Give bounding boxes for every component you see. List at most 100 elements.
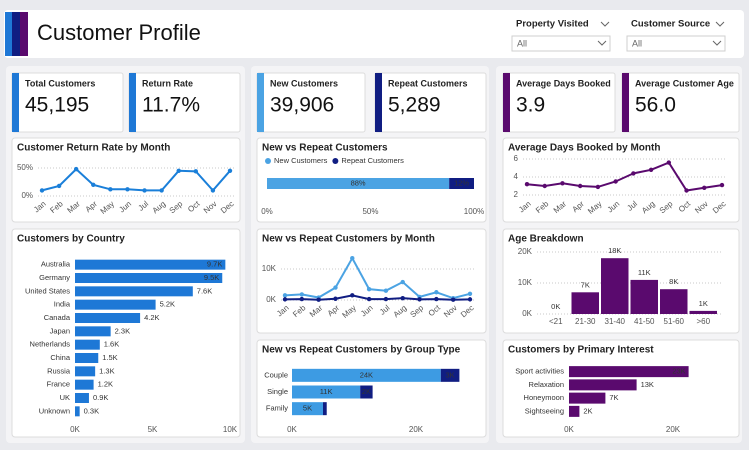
value-label: 0.9K <box>93 393 108 402</box>
chart-title: New vs Repeat Customers by Group Type <box>262 345 461 356</box>
line-point <box>719 182 725 188</box>
x-tick-label: 41-50 <box>634 317 655 326</box>
line-point <box>91 182 96 187</box>
kpi-value: 5,289 <box>388 94 441 117</box>
legend-label: Repeat Customers <box>341 156 404 165</box>
category-label: Sport activities <box>515 367 564 376</box>
bar <box>75 379 94 390</box>
value-label: 2K <box>583 406 592 415</box>
x-tick-label: <21 <box>549 317 563 326</box>
category-label: Relaxation <box>529 380 564 389</box>
value-label: 7.6K <box>197 286 212 295</box>
x-tick-label: 20K <box>409 425 424 434</box>
bar-segment <box>267 178 450 189</box>
x-tick-label: 5K <box>148 425 158 434</box>
bar <box>569 379 637 391</box>
line-point <box>417 297 422 302</box>
line-point <box>595 184 601 190</box>
line-point <box>366 286 372 292</box>
line-point <box>176 168 181 173</box>
line <box>284 294 471 301</box>
bar-segment <box>323 402 327 416</box>
value-label: 1.5K <box>102 353 117 362</box>
value-label: 7K <box>581 280 590 289</box>
bar <box>75 406 80 417</box>
value-label: 4.2K <box>144 313 159 322</box>
chart-title: Customer Return Rate by Month <box>17 143 170 154</box>
value-label: 1.2K <box>98 380 113 389</box>
chart-panel <box>11 137 241 223</box>
header-stripe <box>12 12 20 56</box>
bar <box>75 313 141 323</box>
category-label: United States <box>25 286 70 295</box>
bar <box>75 299 156 310</box>
x-tick-label: 20K <box>666 425 681 434</box>
value-label: 8K <box>669 277 678 286</box>
category-label: Netherlands <box>30 340 71 349</box>
line-point <box>282 297 288 302</box>
bar <box>571 292 599 314</box>
kpi-label: Repeat Customers <box>388 78 468 88</box>
line <box>284 256 471 300</box>
x-tick-label: >60 <box>696 317 710 326</box>
value-label: 12% <box>454 178 469 187</box>
bar <box>75 286 193 297</box>
x-tick-label: 0K <box>70 425 80 434</box>
bar-segment <box>292 385 361 399</box>
line-point <box>684 188 689 193</box>
y-tick-label: 0K <box>266 295 276 304</box>
y-tick-label: 20K <box>518 247 533 256</box>
line-point <box>282 293 288 298</box>
line-point <box>73 166 79 172</box>
kpi-accent <box>375 73 382 132</box>
line-point <box>383 288 389 293</box>
line <box>526 161 723 192</box>
line-point <box>316 297 321 302</box>
y-tick-label: 2 <box>514 190 519 199</box>
category-label: Canada <box>44 313 71 322</box>
line-point <box>542 183 547 189</box>
kpi-value: 39,906 <box>270 94 334 117</box>
dropdown-value: All <box>632 38 642 48</box>
chevron <box>597 40 607 46</box>
line-point <box>350 293 355 298</box>
line-point <box>383 296 389 302</box>
dropdown-value: All <box>517 38 527 48</box>
value-label: 5.2K <box>160 300 175 309</box>
legend-marker <box>265 158 271 164</box>
chevron <box>715 21 725 27</box>
line-point <box>350 255 355 261</box>
x-tick-label: 31-40 <box>605 317 626 326</box>
category-label: Couple <box>264 370 288 379</box>
bar <box>601 258 629 314</box>
dropdown[interactable] <box>511 35 611 52</box>
bar-segment <box>292 368 441 382</box>
line-point <box>400 295 405 301</box>
line-point <box>125 187 130 192</box>
x-tick-label: 10K <box>223 425 238 434</box>
line-point <box>299 292 305 297</box>
line-point <box>366 296 372 302</box>
line-point <box>108 187 113 192</box>
kpi-accent <box>622 73 629 132</box>
bar <box>75 353 99 363</box>
line-point <box>333 285 338 290</box>
line-point <box>434 296 439 302</box>
y-tick-label: 0% <box>21 191 33 200</box>
value-label: 9.7K <box>207 260 222 269</box>
bar <box>569 405 580 417</box>
value-label: 1.6K <box>104 340 119 349</box>
value-label: 11K <box>638 268 651 277</box>
category-label: Unknown <box>39 406 70 415</box>
y-tick-label: 4 <box>514 172 519 181</box>
header-stripe <box>5 12 12 56</box>
line-point <box>333 296 338 301</box>
x-tick-label: 0% <box>261 207 273 216</box>
chevron <box>712 40 722 46</box>
line-point <box>666 160 672 165</box>
chart-title: Age Breakdown <box>508 234 584 245</box>
kpi-label: Return Rate <box>142 78 193 88</box>
dropdown[interactable] <box>626 35 726 52</box>
kpi-value: 3.9 <box>516 94 545 117</box>
